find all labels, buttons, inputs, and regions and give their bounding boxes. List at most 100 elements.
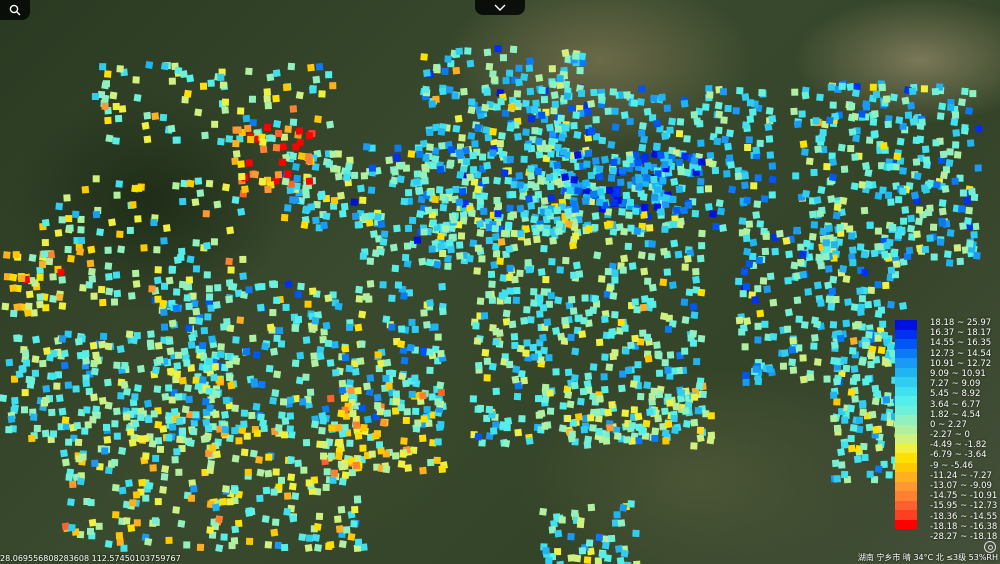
deformation-point [274, 129, 283, 138]
deformation-point [403, 259, 412, 268]
deformation-point [761, 320, 769, 328]
deformation-point [480, 207, 488, 215]
deformation-point [604, 207, 613, 216]
deformation-point [659, 278, 668, 287]
deformation-point [553, 161, 562, 170]
deformation-point [605, 363, 614, 372]
deformation-point [874, 334, 882, 342]
deformation-point [542, 547, 550, 555]
deformation-point [824, 281, 833, 290]
deformation-point [326, 359, 335, 367]
deformation-point [624, 242, 633, 251]
deformation-point [544, 208, 552, 217]
deformation-point [685, 288, 694, 297]
deformation-point [840, 165, 849, 173]
deformation-point [226, 324, 235, 333]
deformation-point [527, 315, 535, 324]
deformation-point [738, 328, 746, 336]
deformation-point [742, 378, 750, 386]
deformation-point [374, 212, 382, 221]
deformation-point [744, 144, 752, 151]
deformation-point [322, 321, 331, 330]
deformation-point [740, 267, 749, 276]
deformation-point [556, 266, 564, 274]
deformation-point [832, 211, 841, 220]
deformation-point [849, 259, 857, 267]
deformation-point [104, 262, 113, 270]
deformation-point [127, 524, 136, 533]
compass-icon[interactable] [984, 541, 996, 553]
deformation-point [212, 301, 221, 309]
deformation-point [681, 152, 689, 160]
search-button[interactable] [0, 0, 30, 20]
deformation-point [404, 464, 412, 472]
deformation-point [525, 195, 533, 203]
deformation-point [756, 139, 764, 148]
deformation-point [439, 87, 447, 96]
deformation-point [567, 333, 575, 342]
deformation-point [581, 197, 590, 206]
collapse-panel-button[interactable] [475, 0, 525, 15]
deformation-point [844, 298, 853, 307]
deformation-point [424, 206, 433, 215]
deformation-point [540, 95, 549, 104]
deformation-point [559, 402, 567, 410]
deformation-point [489, 127, 497, 136]
deformation-point [186, 439, 195, 448]
deformation-point [214, 284, 222, 292]
deformation-point [620, 111, 629, 120]
deformation-point [194, 382, 203, 391]
deformation-point [856, 308, 865, 317]
deformation-point [112, 102, 120, 111]
deformation-point [940, 171, 949, 180]
deformation-point [196, 189, 205, 198]
deformation-point [945, 259, 954, 267]
deformation-point [864, 168, 873, 177]
deformation-point [871, 397, 880, 406]
deformation-point [77, 226, 85, 234]
legend-swatch [895, 510, 917, 520]
deformation-point [517, 369, 526, 378]
deformation-point [392, 390, 400, 398]
deformation-point [408, 216, 417, 225]
deformation-point [649, 94, 658, 103]
deformation-point [556, 75, 564, 83]
deformation-point [448, 212, 457, 221]
deformation-point [389, 243, 398, 252]
deformation-point [489, 149, 497, 157]
deformation-point [116, 230, 124, 238]
deformation-point [878, 162, 886, 170]
deformation-point [690, 393, 699, 401]
deformation-point [187, 494, 196, 502]
deformation-point [788, 358, 797, 367]
deformation-point [584, 372, 593, 381]
deformation-point [563, 92, 572, 101]
deformation-point [950, 118, 959, 127]
deformation-point [485, 223, 493, 232]
deformation-point [506, 155, 515, 164]
deformation-point [444, 55, 452, 63]
deformation-point [618, 384, 626, 393]
deformation-point [696, 433, 705, 443]
legend-swatch [895, 386, 917, 396]
deformation-point [305, 534, 314, 542]
deformation-point [601, 541, 610, 550]
deformation-point [338, 477, 347, 486]
deformation-point [558, 516, 566, 524]
deformation-point [289, 105, 298, 113]
deformation-point [874, 191, 883, 200]
deformation-point [204, 425, 213, 433]
deformation-point [587, 503, 596, 512]
deformation-point [368, 164, 377, 172]
deformation-point [842, 319, 851, 328]
deformation-point [683, 135, 691, 143]
deformation-point [548, 137, 556, 146]
deformation-point [792, 172, 800, 180]
deformation-point [741, 93, 750, 102]
deformation-point [448, 224, 457, 233]
deformation-point [143, 135, 152, 144]
deformation-point [640, 295, 649, 303]
deformation-point [799, 140, 808, 149]
legend-label: -11.24 ~ -7.27 [930, 470, 992, 481]
